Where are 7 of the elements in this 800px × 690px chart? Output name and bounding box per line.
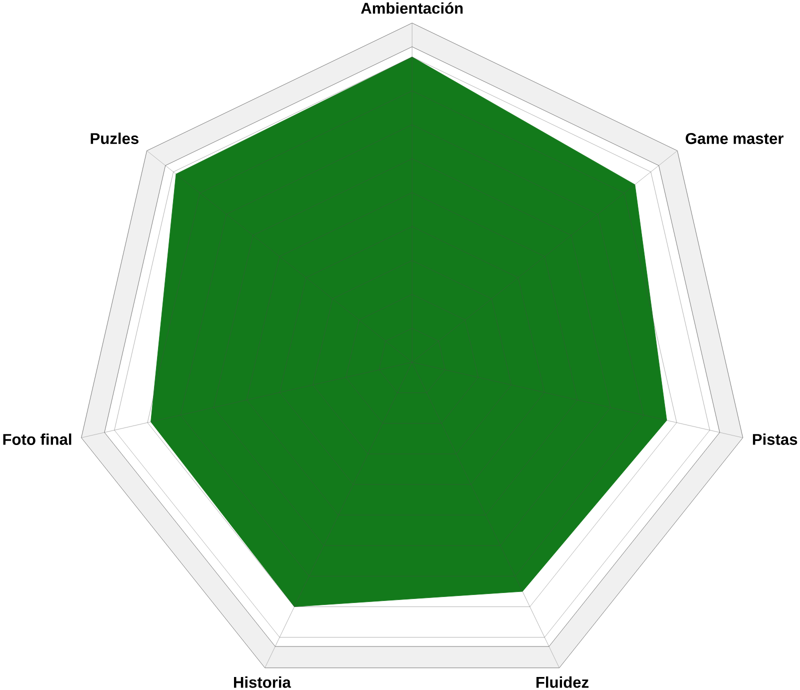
- spoke-label: Pistas: [752, 433, 798, 445]
- spoke-label: Foto final: [3, 433, 72, 445]
- spoke-label: Historia: [234, 676, 292, 688]
- spoke-label: Fluidez: [536, 676, 588, 688]
- spoke-label: Game master: [686, 132, 784, 144]
- spoke-label: Puzles: [90, 132, 138, 144]
- spoke-label: Ambientación: [361, 2, 463, 14]
